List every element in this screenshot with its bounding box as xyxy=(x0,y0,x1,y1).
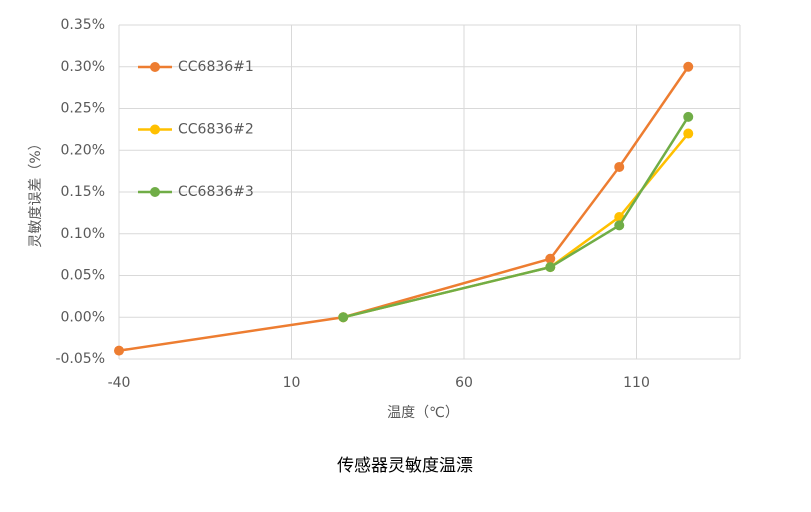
y-tick-label: 0.10% xyxy=(61,226,105,242)
legend-label: CC6836#2 xyxy=(178,122,254,138)
y-tick-label: 0.15% xyxy=(61,184,105,200)
legend-marker xyxy=(150,62,160,72)
y-tick-label: 0.25% xyxy=(61,101,105,117)
point xyxy=(545,262,556,273)
point xyxy=(114,345,124,356)
series-line xyxy=(342,116,690,319)
series-line xyxy=(118,66,690,352)
x-tick-label: 10 xyxy=(283,375,301,391)
x-axis-label: 温度（℃） xyxy=(387,405,459,421)
point xyxy=(614,220,625,231)
legend-label: CC6836#3 xyxy=(178,184,254,200)
point xyxy=(683,128,694,139)
y-tick-label: 0.00% xyxy=(61,309,105,325)
x-tick-label: 110 xyxy=(623,375,650,391)
legend-marker xyxy=(150,124,160,135)
chart-title: 传感器灵敏度温漂 xyxy=(337,456,473,476)
x-tick-label: -40 xyxy=(108,375,131,391)
x-tick-label: 60 xyxy=(455,375,473,391)
legend-label: CC6836#1 xyxy=(178,59,254,75)
point xyxy=(683,111,694,122)
point xyxy=(614,161,625,172)
legend-marker xyxy=(150,187,160,197)
y-axis-label: 灵敏度误差（%） xyxy=(28,136,44,247)
y-tick-label: 0.35% xyxy=(61,17,105,33)
point xyxy=(545,253,556,264)
y-tick-label: -0.05% xyxy=(55,351,105,367)
point xyxy=(683,61,694,72)
y-tick-label: 0.05% xyxy=(61,268,105,284)
point xyxy=(338,312,349,323)
y-tick-label: 0.30% xyxy=(61,59,105,75)
y-tick-label: 0.20% xyxy=(61,142,105,158)
